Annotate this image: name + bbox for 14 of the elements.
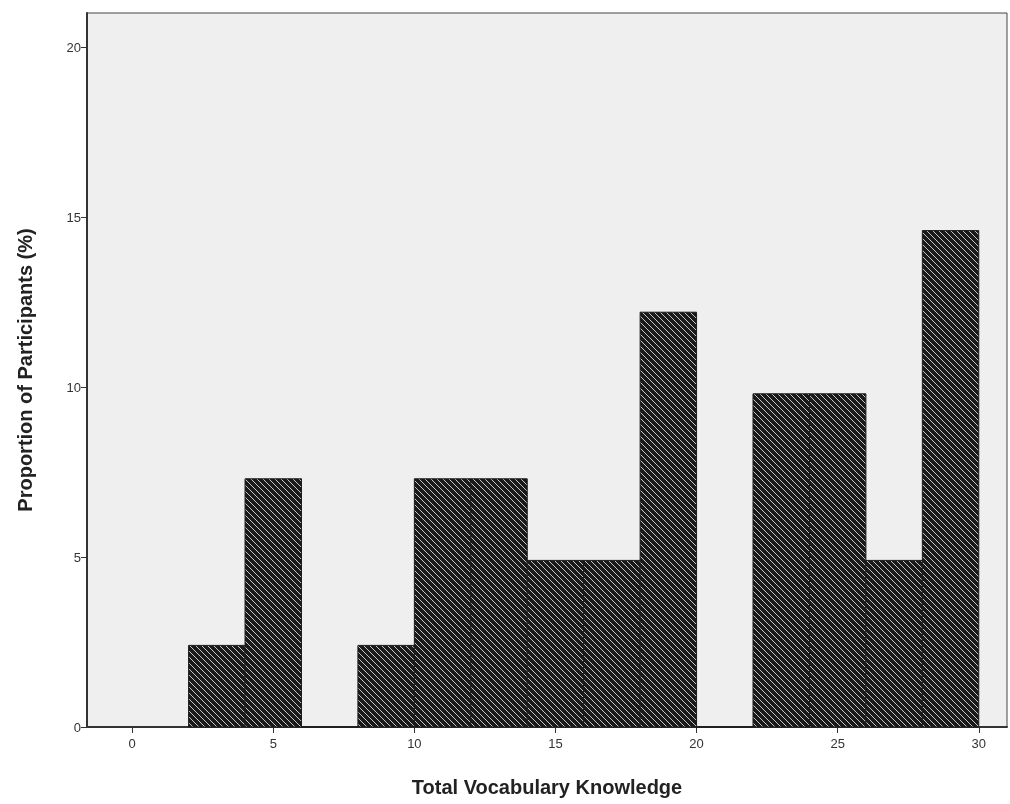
y-axis-title: Proportion of Participants (%) <box>14 228 36 512</box>
x-tick-label: 5 <box>269 736 277 751</box>
x-tick-label: 0 <box>128 736 136 751</box>
x-tick-label: 10 <box>407 736 422 751</box>
y-tick-label: 15 <box>66 209 81 225</box>
x-tick-label: 30 <box>971 736 987 751</box>
x-tick-label: 25 <box>830 736 845 751</box>
y-tick-label: 10 <box>66 379 81 395</box>
x-tick-label: 20 <box>689 736 704 751</box>
x-axis-title: Total Vocabulary Knowledge <box>411 776 683 798</box>
y-tick-label: 20 <box>66 39 81 55</box>
y-tick-label: 5 <box>73 549 81 565</box>
x-tick-label: 15 <box>548 736 563 751</box>
y-tick-label: 0 <box>73 719 81 735</box>
